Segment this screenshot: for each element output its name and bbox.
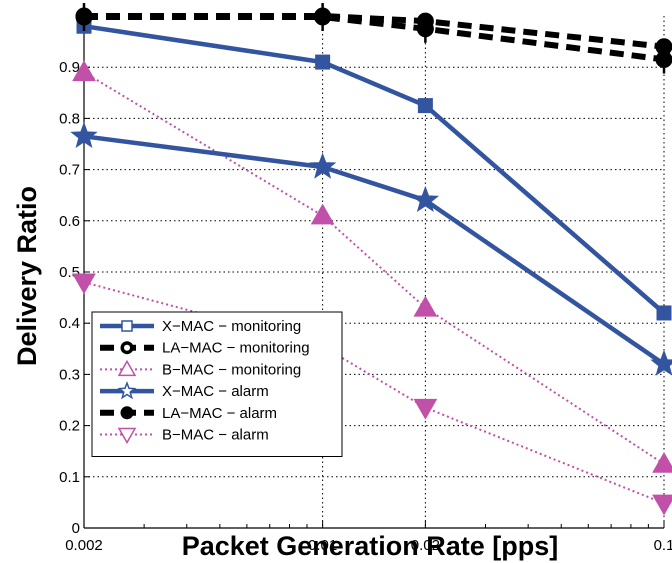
legend-label: X−MAC − monitoring bbox=[162, 318, 301, 335]
data-point bbox=[413, 398, 438, 420]
legend-marker bbox=[117, 359, 137, 377]
data-point bbox=[650, 349, 672, 376]
data-point bbox=[70, 121, 98, 148]
series-line bbox=[84, 14, 665, 63]
legend-marker bbox=[120, 406, 134, 420]
legend-marker bbox=[121, 320, 133, 332]
series-line bbox=[83, 281, 665, 505]
legend-box bbox=[91, 311, 343, 457]
data-point bbox=[75, 3, 93, 32]
legend-entry: B−MAC − alarm bbox=[100, 427, 269, 445]
series-line bbox=[83, 134, 666, 367]
legend-label: B−MAC − alarm bbox=[162, 427, 269, 444]
series-0 bbox=[76, 18, 672, 321]
y-tick-label: 0 bbox=[72, 520, 80, 537]
legend-label: LA−MAC − monitoring bbox=[162, 340, 310, 357]
x-tick-label: 0.002 bbox=[65, 537, 103, 554]
data-point bbox=[413, 295, 438, 317]
legend-marker bbox=[117, 381, 137, 400]
series-3 bbox=[70, 121, 672, 376]
legend-marker-inner bbox=[124, 344, 130, 351]
y-tick-label: 0.3 bbox=[59, 366, 80, 383]
series-2 bbox=[72, 60, 672, 473]
y-tick-label: 0.6 bbox=[59, 213, 80, 230]
data-point bbox=[417, 98, 433, 114]
x-axis-label: Packet Generation Rate [pps] bbox=[182, 531, 559, 561]
data-point bbox=[310, 203, 335, 225]
data-point bbox=[411, 185, 440, 212]
data-point bbox=[72, 273, 96, 295]
y-tick-label: 0.7 bbox=[59, 162, 80, 179]
legend: X−MAC − monitoring LA−MAC − monitoring B−M… bbox=[91, 311, 343, 457]
y-tick-label: 0.8 bbox=[59, 110, 80, 127]
series-group bbox=[70, 3, 672, 516]
y-axis-label: Delivery Ratio bbox=[12, 186, 42, 366]
legend-marker bbox=[117, 427, 137, 445]
y-tick-label: 0.4 bbox=[59, 315, 80, 332]
y-tick-label: 0.2 bbox=[59, 418, 80, 435]
legend-entry: B−MAC − monitoring bbox=[100, 359, 301, 378]
legend-entry: LA−MAC − alarm bbox=[100, 405, 277, 422]
legend-entry: LA−MAC − monitoring bbox=[100, 340, 310, 357]
data-point bbox=[416, 14, 434, 43]
tick-labels: 00.10.20.30.40.50.60.70.80.90.002 0.01 0.0… bbox=[59, 59, 672, 554]
legend-label: B−MAC − monitoring bbox=[162, 361, 301, 378]
data-point bbox=[655, 45, 672, 74]
data-point bbox=[314, 3, 332, 32]
series-4 bbox=[75, 3, 672, 74]
data-point bbox=[652, 494, 672, 516]
series-line bbox=[83, 23, 666, 315]
data-point bbox=[72, 60, 96, 82]
data-point bbox=[652, 451, 672, 473]
y-tick-label: 0.9 bbox=[59, 59, 80, 76]
data-point bbox=[656, 305, 672, 321]
legend-label: X−MAC − alarm bbox=[162, 383, 269, 400]
legend-entry: X−MAC − monitoring bbox=[100, 318, 301, 335]
x-tick-label: 0.1 bbox=[654, 537, 672, 554]
data-point bbox=[315, 54, 331, 70]
legend-entry: X−MAC − alarm bbox=[100, 381, 269, 400]
legend-label: LA−MAC − alarm bbox=[162, 405, 277, 422]
data-point bbox=[308, 152, 337, 179]
x-tick-label: 0.02 bbox=[411, 537, 440, 554]
x-tick-label: 0.01 bbox=[308, 537, 337, 554]
y-tick-label: 0.1 bbox=[59, 469, 80, 486]
